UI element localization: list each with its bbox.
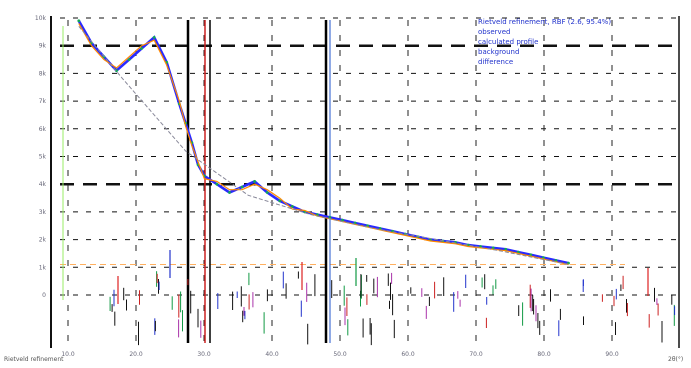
- legend-entry: background: [478, 48, 519, 56]
- data-point: [128, 58, 131, 61]
- data-point: [77, 19, 80, 22]
- y-tick-label: 10k: [35, 15, 47, 22]
- y-tick-label: 5k: [39, 154, 47, 161]
- x-tick-label: 20.0: [129, 351, 143, 358]
- corner-caption-left: Rietveld refinement: [4, 356, 64, 363]
- data-point: [266, 191, 269, 194]
- x-tick-label: 50.0: [333, 351, 347, 358]
- series-lines: [77, 19, 569, 264]
- y-tick-label: 4k: [39, 181, 47, 188]
- corner-caption-right: 2θ(°): [668, 356, 683, 363]
- x-tick-label: 40.0: [265, 351, 279, 358]
- legend-entry: difference: [478, 58, 513, 66]
- y-tick-labels: 10k 9k 8k 7k 6k 5k 4k 3k 2k 1k 0: [35, 15, 47, 299]
- x-tick-label: 80.0: [537, 351, 551, 358]
- grid: [51, 16, 679, 348]
- x-tick-label: 60.0: [401, 351, 415, 358]
- y-tick-label: 1k: [39, 264, 47, 271]
- legend-entry: observed: [478, 28, 510, 36]
- data-point: [253, 180, 256, 183]
- legend-entry: Rietveld refinement, RBF (2.6, 95.4%): [478, 18, 611, 26]
- data-point: [216, 183, 219, 186]
- data-point: [228, 191, 231, 194]
- y-tick-label: 6k: [39, 126, 47, 133]
- x-tick-labels: 10.0 20.0 30.0 40.0 50.0 60.0 70.0 80.0 90.0: [61, 351, 619, 358]
- y-tick-label: 2k: [39, 237, 47, 244]
- x-tick-label: 70.0: [469, 351, 483, 358]
- data-point: [140, 47, 143, 50]
- y-tick-label: 9k: [39, 43, 47, 50]
- data-point: [278, 199, 281, 202]
- legend-entry: calculated profile: [478, 38, 538, 46]
- data-point: [291, 205, 294, 208]
- data-point: [153, 36, 156, 39]
- data-point: [241, 186, 244, 189]
- x-tick-label: 30.0: [197, 351, 211, 358]
- legend: Rietveld refinement, RBF (2.6, 95.4%) obs…: [478, 18, 611, 66]
- y-tick-label: 0: [42, 292, 46, 299]
- y-tick-label: 7k: [39, 98, 47, 105]
- x-tick-label: 90.0: [605, 351, 619, 358]
- y-tick-label: 8k: [39, 70, 47, 77]
- y-tick-label: 3k: [39, 209, 47, 216]
